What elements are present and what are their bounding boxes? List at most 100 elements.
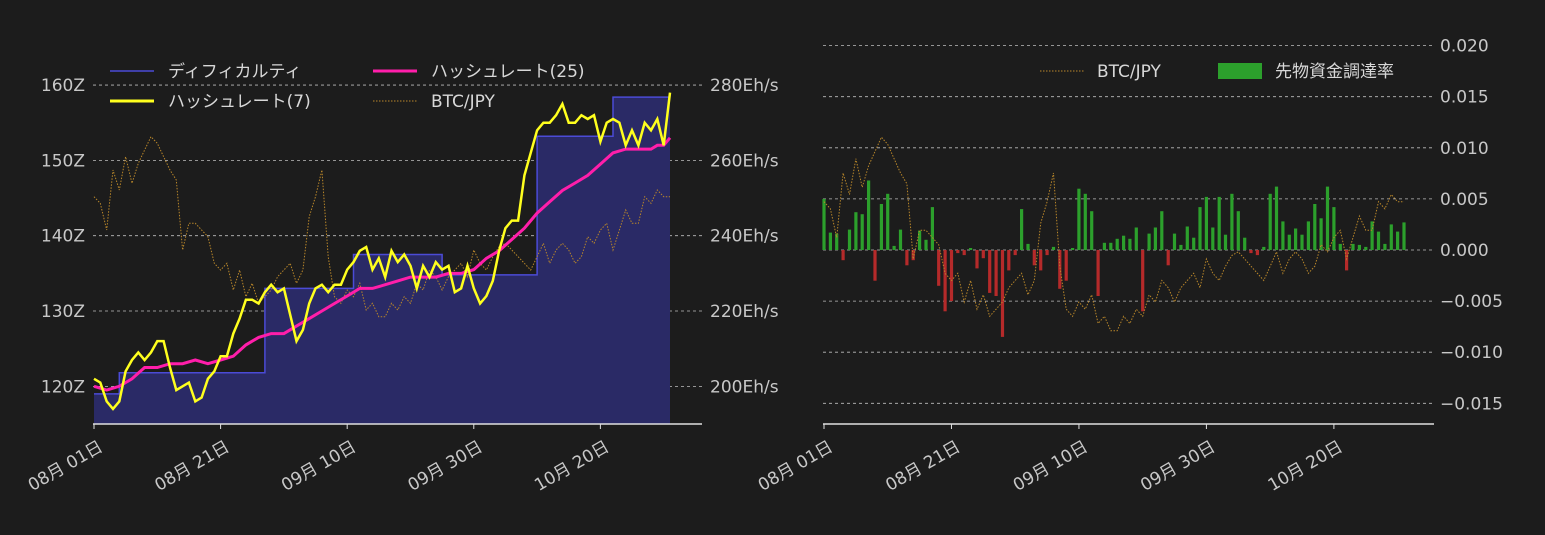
funding-bar xyxy=(1402,222,1406,250)
left-y-tick-label: 130Z xyxy=(41,302,85,322)
funding-bar xyxy=(873,250,877,281)
funding-bar xyxy=(1013,250,1017,256)
funding-bar xyxy=(988,250,992,293)
right-y-tick-label: −0.010 xyxy=(1440,343,1503,363)
funding-bar xyxy=(1064,250,1068,281)
x-tick-label: 08月 21日 xyxy=(882,437,964,496)
funding-bar xyxy=(1281,221,1285,250)
funding-bar xyxy=(1115,238,1119,250)
hashrate7-line xyxy=(93,92,672,411)
legend-label: ハッシュレート(25) xyxy=(431,62,585,82)
funding-bar xyxy=(1071,248,1075,250)
funding-bar xyxy=(1294,228,1298,250)
funding-bar xyxy=(1230,193,1234,250)
funding-bar xyxy=(1351,243,1355,250)
hashrate25-line xyxy=(93,136,672,392)
legend-label: BTC/JPY xyxy=(431,92,496,112)
funding-bar xyxy=(1141,250,1145,312)
funding-bar xyxy=(956,250,960,254)
legend-label: 先物資金調達率 xyxy=(1275,62,1394,82)
funding-bar xyxy=(1179,244,1183,250)
funding-bar xyxy=(1000,250,1005,337)
funding-bar xyxy=(822,198,826,250)
funding-bar xyxy=(1357,244,1361,250)
legend-label: ディフィカルティ xyxy=(168,61,301,82)
right-x-axis-ticks: 08月 01日 08月 21日 09月 10日 09月 30日 10月 20日 xyxy=(755,424,1346,496)
funding-bar xyxy=(1204,196,1208,250)
right-y-tick-label: 0.005 xyxy=(1440,190,1489,210)
right-y-tick-label: −0.015 xyxy=(1440,394,1503,414)
funding-bar xyxy=(1223,234,1228,250)
funding-bar xyxy=(1325,186,1330,250)
x-tick-label: 08月 01日 xyxy=(25,437,107,496)
funding-bar xyxy=(1236,211,1240,250)
funding-bar xyxy=(1249,250,1253,254)
funding-bar xyxy=(1364,246,1368,250)
right-y-tick-label: 280Eh/s xyxy=(710,76,779,96)
right-y-tick-label: −0.005 xyxy=(1440,292,1503,312)
funding-bar xyxy=(1051,246,1056,250)
right-gridlines xyxy=(823,45,1434,404)
funding-bar xyxy=(1083,193,1087,250)
left-y-axis-left-ticks: 120Z 130Z 140Z 150Z 160Z xyxy=(41,76,85,397)
difficulty-area xyxy=(94,97,670,424)
funding-bar xyxy=(1122,235,1126,250)
funding-bar xyxy=(1383,243,1387,250)
funding-bar xyxy=(1287,234,1291,250)
funding-bar xyxy=(1306,221,1310,250)
funding-bar xyxy=(1255,250,1259,256)
funding-bar xyxy=(847,229,852,250)
funding-bar xyxy=(1166,250,1170,266)
left-legend: ディフィカルティ ハッシュレート(25) ハッシュレート(7) BTC/JPY xyxy=(110,61,585,112)
funding-bar xyxy=(1376,231,1381,250)
funding-bar xyxy=(994,250,998,296)
funding-bar xyxy=(1134,227,1138,250)
funding-bar xyxy=(1020,209,1024,250)
funding-bar xyxy=(841,250,845,261)
funding-bar xyxy=(1300,234,1304,250)
funding-bar xyxy=(930,207,934,250)
right-y-tick-label: 0.000 xyxy=(1440,241,1489,261)
funding-bar xyxy=(1147,233,1151,250)
left-y-axis-right-ticks: 200Eh/s 220Eh/s 240Eh/s 260Eh/s 280Eh/s xyxy=(710,76,779,397)
funding-bar xyxy=(1192,237,1196,250)
left-chart: 120Z 130Z 140Z 150Z 160Z 200Eh/s 220Eh/s 240Eh… xyxy=(25,61,779,496)
x-tick-label: 09月 30日 xyxy=(405,437,487,496)
right-chart: 0.020 0.015 0.010 0.005 0.000 −0.005 −0.010 −0.… xyxy=(755,37,1503,496)
left-btc-line xyxy=(93,135,670,318)
x-tick-label: 10月 20日 xyxy=(1265,437,1347,496)
funding-bar xyxy=(1102,242,1106,250)
funding-bar xyxy=(981,250,985,259)
funding-bar xyxy=(1045,250,1049,256)
funding-bar xyxy=(1096,250,1100,296)
funding-bar xyxy=(1389,224,1393,250)
right-y-axis-ticks: 0.020 0.015 0.010 0.005 0.000 −0.005 −0.010 −0.… xyxy=(1440,37,1503,415)
right-y-tick-label: 0.010 xyxy=(1440,139,1489,159)
right-y-tick-label: 260Eh/s xyxy=(710,151,779,171)
legend-label: ハッシュレート(7) xyxy=(168,92,311,112)
x-tick-label: 08月 21日 xyxy=(151,437,233,496)
right-y-tick-label: 200Eh/s xyxy=(710,377,779,397)
x-tick-label: 09月 10日 xyxy=(278,437,360,496)
left-x-axis-ticks: 08月 01日 08月 21日 09月 10日 09月 30日 10月 20日 xyxy=(25,424,613,496)
funding-bar xyxy=(860,214,864,250)
funding-bar xyxy=(886,193,890,250)
funding-bar xyxy=(1211,227,1215,250)
right-y-tick-label: 0.020 xyxy=(1440,37,1489,57)
funding-bar xyxy=(911,250,915,261)
funding-bar xyxy=(1268,193,1272,250)
left-y-tick-label: 150Z xyxy=(41,151,85,171)
funding-bar xyxy=(1243,237,1247,250)
x-tick-label: 09月 30日 xyxy=(1137,437,1219,496)
funding-bar xyxy=(1274,186,1279,250)
right-legend: BTC/JPY 先物資金調達率 xyxy=(1040,62,1394,82)
left-y-tick-label: 140Z xyxy=(41,227,85,247)
funding-bar xyxy=(937,250,941,286)
x-tick-label: 10月 20日 xyxy=(531,437,613,496)
funding-bar xyxy=(905,250,909,266)
funding-bar xyxy=(1032,250,1036,266)
funding-bar xyxy=(962,250,966,256)
funding-bar xyxy=(1153,227,1157,250)
funding-bar xyxy=(1007,250,1011,271)
